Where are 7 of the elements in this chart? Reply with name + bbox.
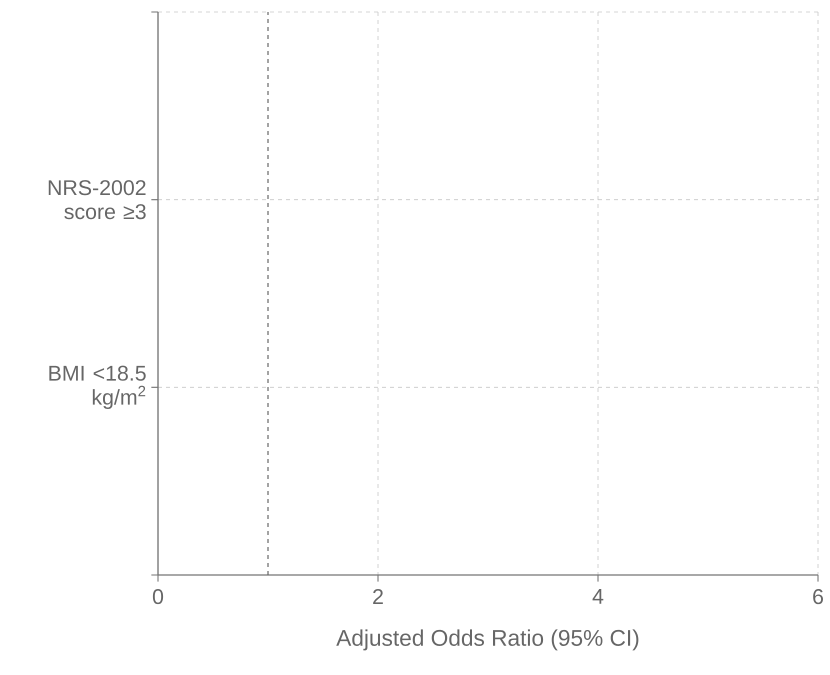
- x-tick-label: 0: [152, 589, 164, 604]
- x-tick-label: 4: [592, 589, 604, 604]
- x-axis-title: Adjusted Odds Ratio (95% CI): [336, 629, 638, 650]
- y-tick-label: BMI <18.5 kg/m$^{2}$: [49, 366, 146, 410]
- x-tick-label: 6: [813, 589, 823, 604]
- x-tick-label: 2: [373, 589, 383, 604]
- y-tick-label: NRS-2002 score ≥3: [48, 180, 146, 220]
